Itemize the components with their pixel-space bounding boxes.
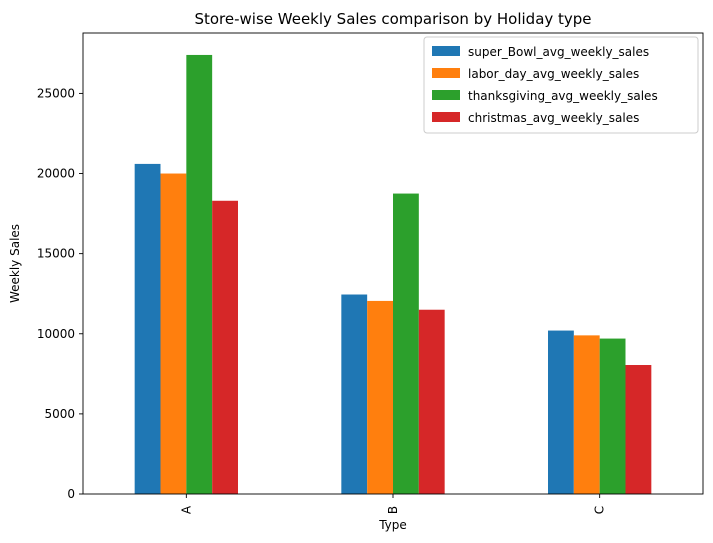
legend-entry: labor_day_avg_weekly_sales	[468, 67, 639, 81]
bar-C-thanksgiving_avg_weekly_sales	[599, 338, 626, 494]
y-tick-label: 10000	[37, 327, 75, 341]
x-axis-label: Type	[378, 518, 407, 532]
bar-B-labor_day_avg_weekly_sales	[367, 300, 393, 494]
bar-A-christmas_avg_weekly_sales	[212, 200, 238, 494]
x-tick-label: C	[593, 506, 607, 514]
bar-A-thanksgiving_avg_weekly_sales	[186, 54, 213, 494]
y-tick-label: 15000	[37, 247, 75, 261]
legend-entry: christmas_avg_weekly_sales	[468, 111, 639, 125]
legend-entry: super_Bowl_avg_weekly_sales	[468, 45, 649, 59]
y-axis-label: Weekly Sales	[8, 224, 22, 303]
legend: super_Bowl_avg_weekly_sales labor_day_avg…	[423, 36, 699, 134]
bar-B-thanksgiving_avg_weekly_sales	[393, 193, 419, 494]
legend-swatch	[432, 46, 460, 56]
legend-swatch	[432, 68, 460, 78]
chart-title: Store-wise Weekly Sales comparison by Ho…	[194, 10, 591, 28]
bar-B-super_Bowl_avg_weekly_sales	[341, 294, 368, 494]
y-tick-label: 0	[67, 487, 75, 501]
bar-C-christmas_avg_weekly_sales	[625, 365, 652, 494]
y-tick-label: 20000	[37, 167, 75, 181]
x-tick-label: B	[386, 506, 400, 514]
bar-A-labor_day_avg_weekly_sales	[160, 173, 187, 494]
bar-C-labor_day_avg_weekly_sales	[573, 335, 600, 494]
legend-swatch	[432, 90, 460, 100]
bar-C-super_Bowl_avg_weekly_sales	[548, 330, 574, 494]
y-tick-label: 5000	[44, 407, 75, 421]
x-tick-label: A	[179, 505, 193, 514]
legend-entry: thanksgiving_avg_weekly_sales	[468, 89, 658, 103]
bar-A-super_Bowl_avg_weekly_sales	[134, 163, 161, 494]
plot-area: 0 5000 10000 15000 20000 25000 A B C	[37, 32, 704, 514]
y-tick-label: 25000	[37, 86, 75, 100]
legend-swatch	[432, 112, 460, 122]
bar-B-christmas_avg_weekly_sales	[418, 309, 445, 494]
legend-frame	[423, 36, 699, 134]
